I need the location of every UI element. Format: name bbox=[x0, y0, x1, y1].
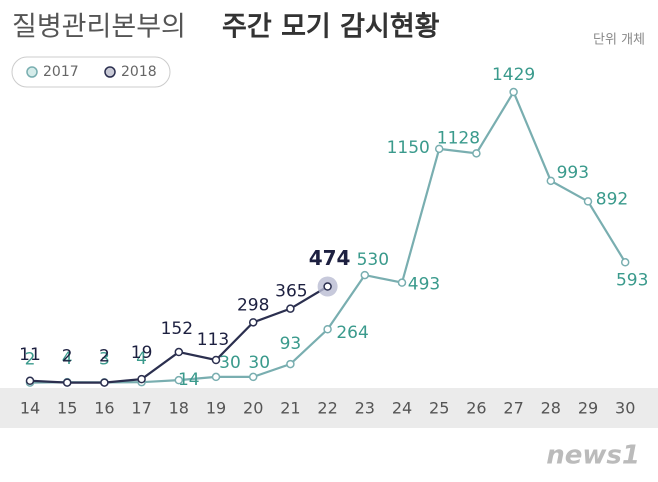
x-tick-label: 24 bbox=[392, 399, 412, 418]
point bbox=[397, 278, 407, 287]
legend-label: 2017 bbox=[43, 64, 79, 80]
x-tick-label: 28 bbox=[541, 399, 561, 418]
value-label: 30 bbox=[219, 353, 241, 373]
chart-title-bold: 주간 모기 감시현황 bbox=[222, 12, 440, 43]
value-label: 365 bbox=[275, 282, 307, 302]
point bbox=[546, 176, 556, 186]
x-tick-label: 30 bbox=[615, 399, 635, 418]
point bbox=[620, 258, 630, 267]
value-label: 993 bbox=[557, 163, 589, 183]
value-label: 892 bbox=[596, 189, 628, 209]
x-tick-label: 18 bbox=[169, 399, 189, 418]
x-tick-label: 25 bbox=[429, 399, 449, 418]
legend-label: 2018 bbox=[121, 64, 157, 80]
x-axis-band bbox=[0, 388, 658, 428]
point bbox=[583, 197, 593, 206]
point bbox=[174, 375, 184, 385]
point bbox=[248, 372, 258, 382]
x-tick-label: 26 bbox=[466, 399, 486, 418]
point bbox=[286, 359, 295, 369]
value-label: 493 bbox=[408, 275, 440, 295]
x-tick-label: 17 bbox=[131, 399, 151, 418]
x-tick-label: 14 bbox=[20, 399, 40, 418]
x-tick-label: 27 bbox=[503, 399, 523, 418]
point bbox=[100, 378, 109, 387]
x-tick-label: 19 bbox=[206, 399, 226, 418]
value-label: 4 bbox=[62, 349, 73, 369]
legend-marker bbox=[104, 66, 116, 78]
legend-box bbox=[11, 56, 171, 88]
point bbox=[211, 372, 221, 382]
point bbox=[174, 347, 184, 357]
point bbox=[360, 270, 370, 280]
value-label: 4 bbox=[136, 349, 147, 369]
value-label: 19 bbox=[131, 343, 153, 363]
value-label: 2 bbox=[62, 347, 73, 367]
value-label: 2 bbox=[99, 347, 110, 367]
value-label: 113 bbox=[197, 330, 229, 350]
value-label: 1429 bbox=[492, 65, 535, 85]
value-label: 593 bbox=[616, 270, 648, 290]
legend-marker bbox=[26, 66, 38, 78]
value-label: 93 bbox=[280, 334, 302, 354]
point bbox=[25, 376, 35, 386]
x-tick-label: 15 bbox=[57, 399, 77, 418]
x-tick-label: 22 bbox=[317, 399, 337, 418]
value-label: 152 bbox=[161, 319, 193, 339]
value-label: 530 bbox=[357, 250, 389, 270]
value-label: 3 bbox=[99, 349, 110, 369]
point bbox=[286, 304, 295, 313]
point bbox=[472, 149, 481, 158]
value-label: 1150 bbox=[387, 138, 430, 158]
watermark: news1 bbox=[546, 441, 640, 471]
value-label: 11 bbox=[19, 345, 41, 365]
point bbox=[137, 374, 146, 384]
x-tick-label: 29 bbox=[578, 399, 598, 418]
chart-title: 질병관리본부의 bbox=[12, 12, 186, 43]
point bbox=[323, 282, 332, 291]
value-label: 298 bbox=[237, 295, 269, 315]
x-tick-label: 16 bbox=[94, 399, 114, 418]
unit-label: 단위 개체 bbox=[593, 33, 645, 48]
point bbox=[434, 144, 444, 154]
point bbox=[211, 355, 221, 365]
point bbox=[323, 324, 332, 334]
point bbox=[248, 318, 258, 327]
value-label: 264 bbox=[336, 323, 368, 343]
x-tick-label: 23 bbox=[355, 399, 375, 418]
x-tick-label: 21 bbox=[280, 399, 300, 418]
x-tick-label: 20 bbox=[243, 399, 263, 418]
value-label: 2 bbox=[25, 350, 36, 370]
point bbox=[509, 87, 518, 97]
value-label: 30 bbox=[248, 353, 270, 373]
value-label: 1128 bbox=[437, 128, 480, 148]
value-label: 474 bbox=[309, 246, 351, 270]
value-label: 14 bbox=[178, 370, 200, 390]
point bbox=[62, 378, 72, 387]
